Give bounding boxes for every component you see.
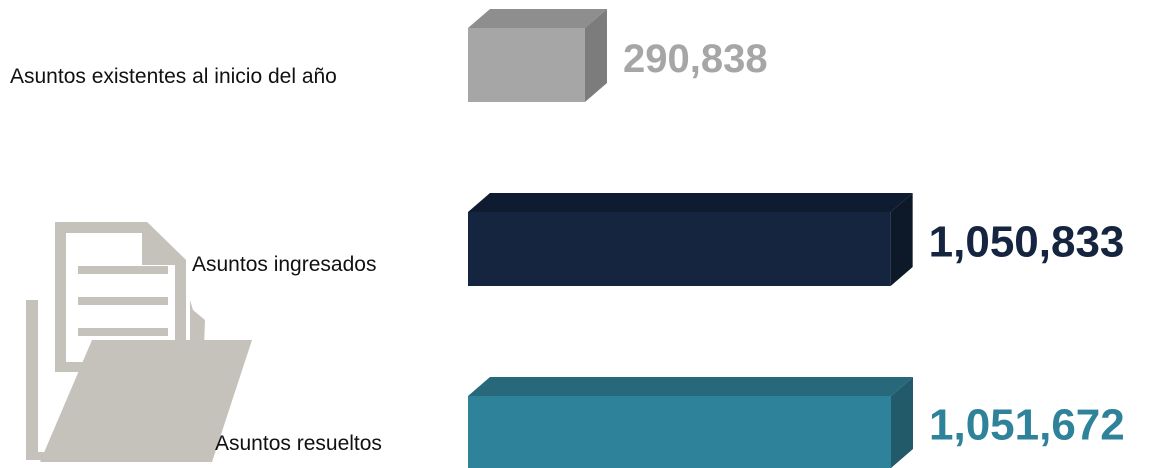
bar-resolved — [468, 396, 891, 468]
folder-document-icon — [26, 222, 252, 462]
category-label-resolved: Asuntos resueltos — [215, 432, 382, 455]
bar-top-resolved — [468, 377, 913, 396]
value-label-incoming: 1,050,833 — [929, 217, 1125, 266]
bar-top-incoming — [468, 193, 913, 212]
bar-incoming — [468, 212, 891, 286]
bar-top-existing — [468, 9, 607, 28]
bar-side-incoming — [890, 193, 913, 286]
bar-side-existing — [584, 9, 607, 102]
bar-existing — [468, 28, 585, 102]
value-label-resolved: 1,051,672 — [929, 400, 1125, 449]
bar-side-resolved — [891, 377, 913, 468]
value-label-existing: 290,838 — [623, 37, 768, 81]
category-label-existing: Asuntos existentes al inicio del año — [10, 65, 337, 88]
category-label-incoming: Asuntos ingresados — [192, 253, 377, 276]
